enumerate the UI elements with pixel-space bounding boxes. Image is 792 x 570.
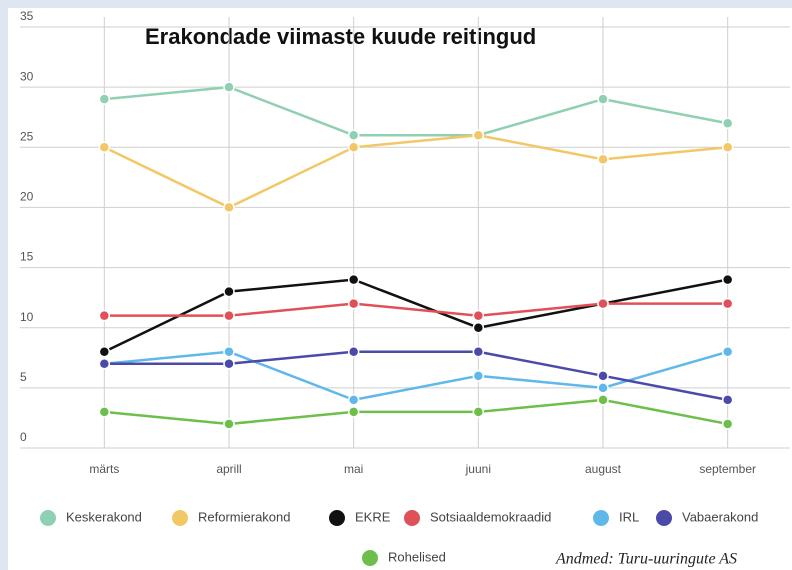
y-tick-label: 15 [20,250,34,264]
y-tick-label: 30 [20,69,34,83]
data-point [721,297,734,310]
data-point [223,346,235,358]
data-point [721,418,734,430]
data-point [597,93,609,105]
data-point [223,201,235,214]
data-point [98,346,111,358]
data-point [98,309,111,322]
series-line [104,350,729,402]
data-point [597,297,609,310]
legend-marker [362,550,378,566]
data-point [597,394,609,406]
y-tick-label: 25 [20,129,34,143]
x-tick-label: september [699,462,756,476]
y-tick-label: 20 [20,190,34,204]
data-point [223,81,235,93]
data-point [721,394,734,406]
data-point [472,346,485,358]
legend-label: Keskerakond [66,509,142,524]
data-point [597,153,609,166]
series-line [104,398,728,426]
x-tick-label: august [585,462,622,476]
data-point [472,406,485,418]
data-point [347,297,360,310]
y-tick-label: 5 [20,370,27,384]
legend-label: Vabaerakond [682,509,758,524]
legend-label: Reformierakond [198,509,291,524]
data-point [347,406,360,418]
data-point [223,358,235,370]
data-point [223,285,235,298]
legend-marker [329,510,345,526]
series-line [104,350,728,402]
data-point [223,418,235,430]
data-point [98,406,111,418]
data-point [223,309,235,322]
legend-marker [40,510,56,526]
y-tick-label: 10 [20,310,34,324]
legend-marker [404,510,420,526]
legend-label: Sotsiaaldemokraadid [430,509,551,524]
series-line [103,278,728,353]
x-tick-label: märts [89,462,119,476]
legend-label: Rohelised [388,549,446,564]
data-point [472,129,485,142]
source-note: Andmed: Turu-uuringute AS [555,551,737,568]
data-point [347,141,360,154]
legend-label: EKRE [355,509,391,524]
series-line [104,85,728,137]
data-point [597,370,609,382]
data-point [472,370,485,382]
data-point [472,321,485,334]
data-point [98,358,111,370]
series-line [104,302,728,317]
x-tick-label: juuni [465,462,491,476]
series-line [103,133,728,209]
chart-title: Erakondade viimaste kuude reitingud [145,24,536,49]
x-tick-label: aprill [216,462,241,476]
data-point [721,117,734,129]
data-point [721,346,734,358]
data-point [597,382,609,394]
legend-label: IRL [619,509,639,524]
y-tick-label: 0 [20,430,27,444]
data-point [347,273,360,286]
data-point [347,129,360,142]
legend-marker [172,510,188,526]
legend-marker [593,510,609,526]
data-point [98,93,111,105]
data-point [721,141,734,154]
data-point [98,141,111,154]
y-tick-label: 35 [20,9,34,23]
data-point [472,309,485,322]
legend-marker [656,510,672,526]
data-point [721,273,734,286]
data-point [347,394,360,406]
data-point [347,346,360,358]
chart-background [8,8,792,570]
x-tick-label: mai [344,462,363,476]
